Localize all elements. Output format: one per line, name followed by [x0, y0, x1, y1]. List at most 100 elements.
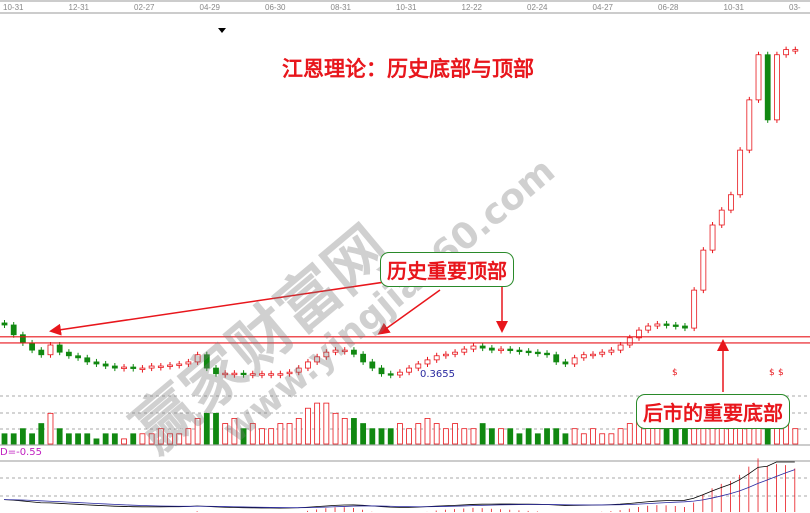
x-tick-label: 04-27 [593, 3, 614, 12]
candle-body [56, 344, 63, 353]
volume-bar [792, 428, 799, 445]
volume-bar [231, 418, 238, 445]
candle-body [341, 349, 348, 353]
candle-body [461, 348, 468, 353]
volume-bar [608, 433, 615, 445]
volume-bar [691, 428, 698, 445]
candle-body [222, 372, 229, 376]
candle-body [479, 345, 486, 349]
volume-bar [102, 433, 109, 445]
volume-bar [470, 428, 477, 445]
volume-bar [507, 428, 514, 445]
candle-body [378, 367, 385, 375]
candle-body [29, 342, 35, 351]
candle-body [10, 324, 17, 336]
candle-body [332, 349, 339, 353]
callout-future-bottom: 后市的重要底部 [636, 394, 790, 429]
volume-bar [580, 433, 587, 445]
candle-body [645, 325, 652, 331]
candle-body [617, 344, 624, 351]
volume-bar [406, 428, 412, 445]
candle-body [19, 334, 26, 344]
volume-bar [157, 428, 164, 445]
volume-bar [488, 428, 495, 445]
volume-bar [378, 428, 385, 445]
candle-body [47, 344, 54, 356]
volume-bar [553, 428, 560, 445]
candle-body [783, 49, 790, 56]
candle-body [231, 372, 238, 376]
candle-body [240, 372, 247, 376]
candle-body [259, 373, 265, 376]
volume-bar [700, 428, 707, 445]
volume-bar [121, 438, 127, 445]
candle-body [1, 322, 8, 326]
candle-body [709, 224, 716, 251]
volume-bar [148, 433, 155, 445]
candle-body [728, 194, 734, 211]
candle-body [792, 49, 799, 52]
candle-body [121, 366, 127, 369]
candle-body [470, 345, 477, 350]
x-tick-label: 12-31 [69, 3, 90, 12]
candle-body [746, 99, 753, 151]
candle-body [488, 347, 495, 351]
candle-body [387, 373, 394, 376]
dollar-mark: $ [778, 368, 784, 378]
volume-bar [249, 423, 256, 445]
volume-bar [213, 412, 219, 445]
volume-bar [47, 412, 54, 445]
volume-bar [286, 423, 293, 445]
candle-body [111, 365, 118, 369]
callout-history-top: 历史重要顶部 [380, 252, 514, 287]
volume-bar [139, 433, 146, 445]
dollar-mark: $ [672, 368, 678, 378]
volume-bar [176, 433, 183, 445]
candle-body [194, 354, 201, 363]
candle-body [516, 349, 523, 353]
volume-bar [571, 428, 578, 445]
volume-bar [185, 428, 192, 445]
candle-body [323, 351, 330, 358]
indicator-line-slow [3, 469, 795, 509]
annotation-arrow [49, 281, 386, 336]
volume-bar [544, 428, 550, 445]
volume-bar [38, 423, 45, 445]
candle-body [38, 349, 45, 356]
candle-body [305, 361, 311, 369]
volume-bar [360, 423, 367, 445]
volume-bar [415, 423, 422, 445]
candle-body [774, 54, 780, 121]
candle-body [672, 324, 679, 327]
dollar-mark: $ [769, 368, 775, 378]
volume-bar [130, 433, 137, 445]
candle-body [277, 373, 284, 376]
candle-body [130, 366, 137, 369]
volume-bar [75, 433, 81, 445]
candle-body [185, 361, 192, 365]
candle-body [691, 289, 698, 329]
candle-body [286, 371, 293, 375]
candle-body [700, 249, 707, 291]
candle-body [544, 352, 550, 356]
volume-bar [617, 428, 624, 445]
volume-bar [562, 433, 569, 445]
volume-bar [10, 433, 17, 445]
candle-body [507, 348, 514, 352]
volume-bar [599, 433, 606, 445]
candle-body [571, 357, 578, 365]
candle-body [148, 365, 155, 369]
candle-body [636, 329, 642, 339]
x-tick-label: 10-31 [396, 3, 417, 12]
volume-bar [305, 407, 311, 445]
volume-bar [277, 423, 284, 445]
candle-body [580, 354, 587, 359]
volume-bar [93, 438, 100, 445]
x-tick-label: 04-29 [200, 3, 221, 12]
annotation-arrow [377, 289, 441, 335]
x-tick-label: 02-24 [527, 3, 548, 12]
candle-body [213, 367, 219, 375]
volume-bar [332, 412, 339, 445]
candle-body [268, 373, 275, 376]
x-tick-label: 12-22 [462, 3, 483, 12]
